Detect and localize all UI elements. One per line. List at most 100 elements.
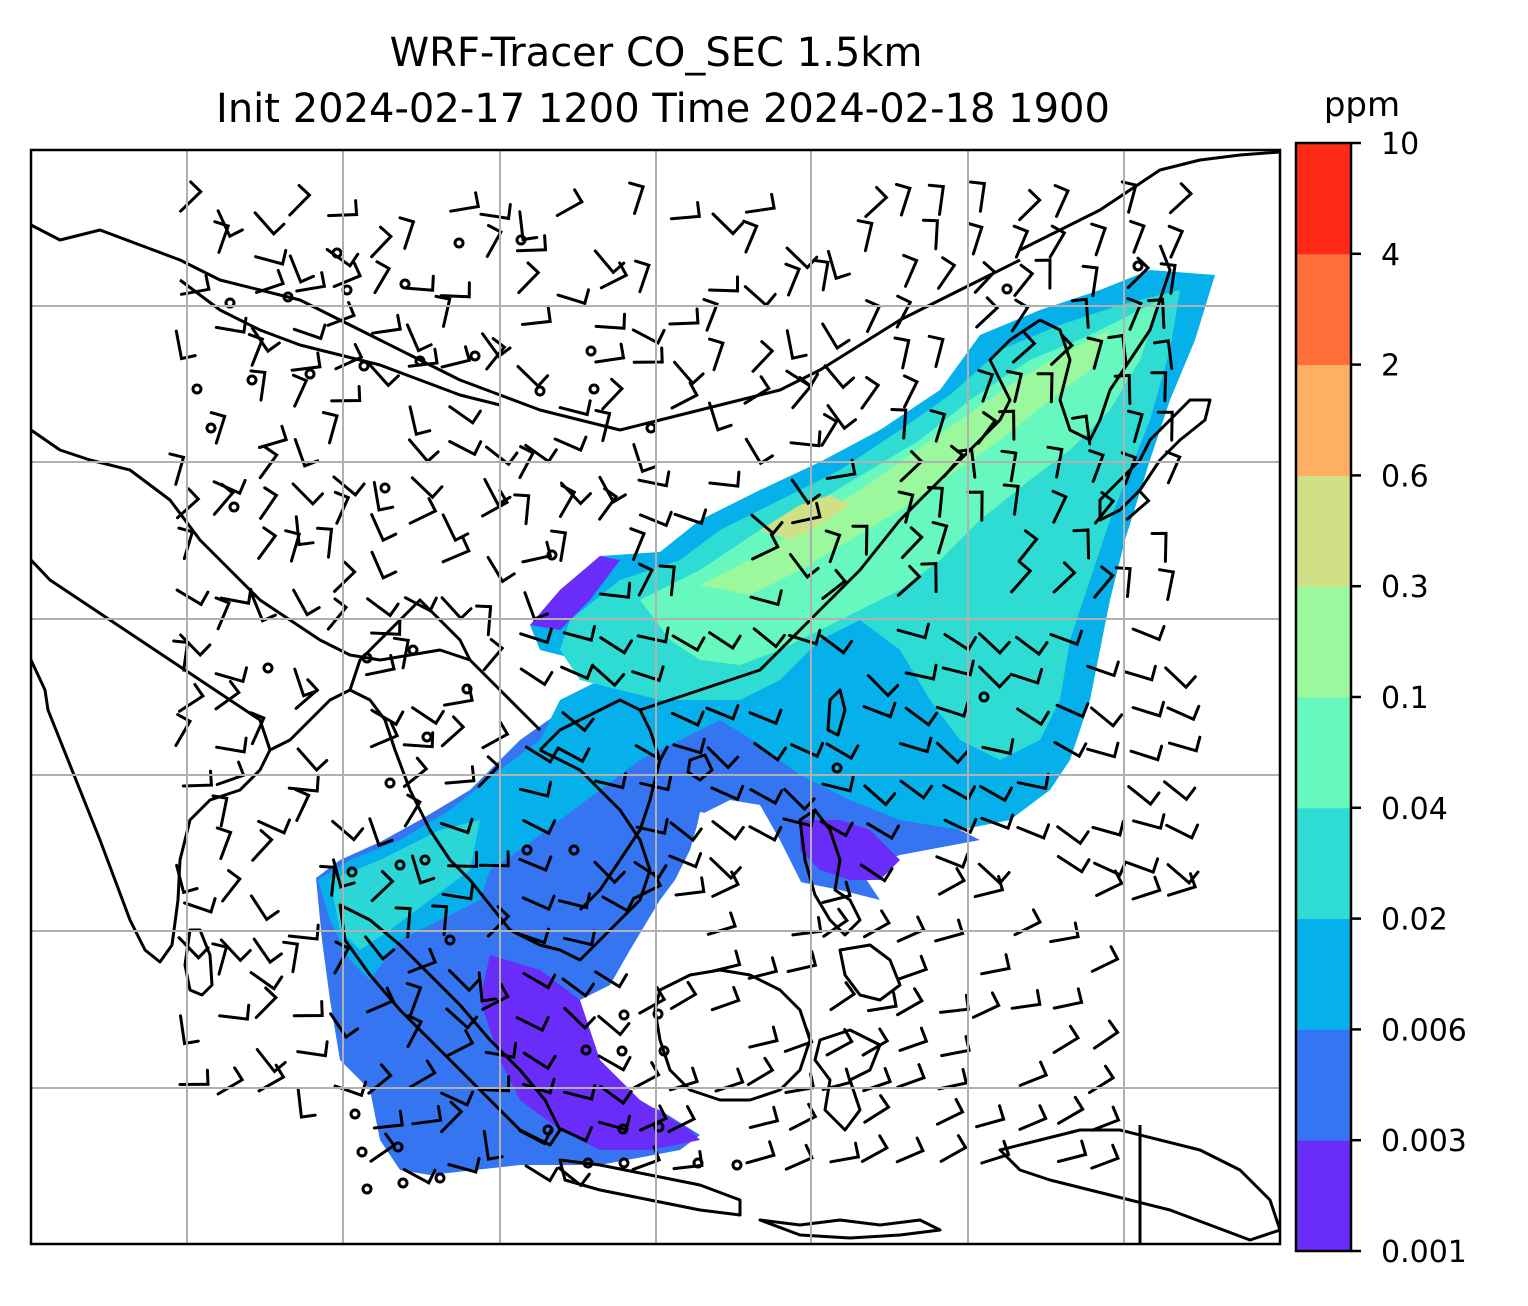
wind-barb-calm xyxy=(262,662,274,674)
wind-barb xyxy=(179,274,211,296)
wind-barb xyxy=(896,987,924,1017)
wind-barb xyxy=(791,501,822,525)
coast-lesser-sunda xyxy=(758,1218,942,1240)
wind-barb xyxy=(392,636,410,670)
wind-barb xyxy=(259,486,279,520)
wind-barb xyxy=(333,490,351,525)
wind-barb xyxy=(369,721,400,749)
wind-barb xyxy=(513,493,531,526)
wind-barb xyxy=(790,478,821,506)
wind-barb xyxy=(284,529,302,563)
wind-barb xyxy=(632,1061,661,1090)
wind-barb-calm xyxy=(361,1183,373,1195)
wind-barb xyxy=(748,1105,780,1129)
wind-barb xyxy=(709,857,742,881)
wind-barb xyxy=(405,981,423,1016)
wind-barb xyxy=(250,593,277,623)
wind-barb xyxy=(639,774,673,792)
wind-barb xyxy=(441,536,471,564)
wind-barb xyxy=(370,513,398,543)
colorbar-band xyxy=(1296,807,1351,920)
wind-barb xyxy=(257,526,278,560)
wind-barb xyxy=(365,986,396,1014)
wind-barb xyxy=(786,950,818,973)
plume-gap-scs xyxy=(650,800,820,990)
wind-barb xyxy=(667,1105,697,1133)
wind-barb xyxy=(448,440,483,457)
wind-barb xyxy=(316,526,334,559)
wind-barb-calm xyxy=(521,844,533,856)
wind-barb xyxy=(439,817,474,835)
wind-barb xyxy=(902,253,919,288)
wind-barb xyxy=(921,218,939,251)
wind-barb xyxy=(255,268,286,294)
wind-barb xyxy=(485,445,519,467)
wind-barb xyxy=(597,1054,632,1072)
wind-barb xyxy=(561,711,595,733)
wind-barb xyxy=(372,480,395,512)
wind-barb-calm xyxy=(419,854,431,866)
wind-barb xyxy=(751,532,780,561)
wind-barb xyxy=(1120,180,1138,214)
wind-barb xyxy=(937,1067,969,1091)
wind-barb xyxy=(1114,566,1132,598)
wind-barb xyxy=(998,409,1016,441)
wind-barb xyxy=(744,437,774,466)
wind-barb xyxy=(864,186,889,218)
wind-barb xyxy=(973,261,997,294)
wind-barb xyxy=(1056,1139,1088,1163)
wind-barb xyxy=(861,1027,890,1057)
wind-barb xyxy=(434,294,452,328)
wind-barb xyxy=(212,482,235,516)
wind-barb xyxy=(1166,872,1198,897)
wind-barb xyxy=(441,883,475,901)
wind-barb xyxy=(557,1166,591,1188)
wind-barb xyxy=(1050,333,1075,366)
wind-barb xyxy=(1131,700,1165,718)
wind-barb xyxy=(370,618,402,636)
wind-barb xyxy=(859,863,894,883)
wind-barb xyxy=(1090,1105,1121,1132)
wind-barb xyxy=(447,969,481,993)
wind-barb xyxy=(1052,561,1077,594)
wind-barb xyxy=(443,685,474,707)
wind-barb xyxy=(941,659,975,677)
wind-barb xyxy=(402,756,429,788)
wind-barb xyxy=(669,821,703,843)
wind-barb xyxy=(708,470,741,488)
map-panel xyxy=(29,148,1282,1246)
colorbar-tick-label: 4 xyxy=(1381,238,1400,273)
wind-barb xyxy=(403,793,422,828)
wind-barb xyxy=(1166,863,1200,886)
wind-barb xyxy=(898,1026,929,1052)
wind-barb-calm xyxy=(421,731,433,743)
wind-barb xyxy=(632,443,658,474)
wind-barb xyxy=(1094,491,1116,525)
wind-barb-calm xyxy=(585,345,597,357)
wind-barb xyxy=(787,628,822,646)
wind-barb xyxy=(254,986,279,1019)
wind-barb xyxy=(638,510,673,528)
wind-barb-calm xyxy=(1132,260,1144,272)
wind-barb xyxy=(599,636,633,655)
wind-barb xyxy=(900,526,924,559)
wind-barb xyxy=(896,622,930,640)
wind-barb xyxy=(599,1085,633,1106)
wind-barb xyxy=(398,216,416,250)
wind-barb xyxy=(1125,489,1151,521)
wind-barb xyxy=(956,447,977,479)
wind-barb xyxy=(254,248,288,266)
wind-barb xyxy=(524,1164,559,1183)
wind-barb xyxy=(369,1132,397,1163)
wind-barb xyxy=(333,940,351,975)
wind-barb-calm xyxy=(358,360,370,372)
wind-barb-calm xyxy=(978,691,990,703)
wind-barb xyxy=(594,342,626,364)
wind-barb xyxy=(175,863,199,895)
wind-barb xyxy=(211,942,229,976)
wind-barb xyxy=(789,430,822,448)
wind-barb xyxy=(485,337,507,371)
wind-barb-calm xyxy=(616,1045,628,1057)
wind-barb xyxy=(562,625,596,642)
wind-barb xyxy=(1053,740,1088,759)
